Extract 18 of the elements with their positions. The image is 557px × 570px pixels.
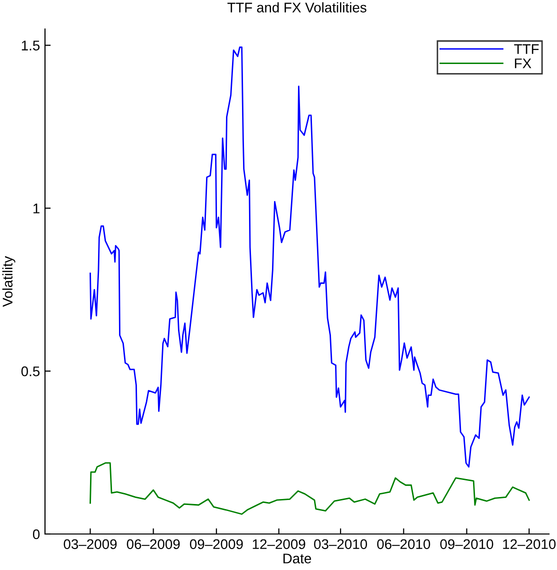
y-tick-label: 1	[33, 204, 40, 214]
x-tick-label: 03–2010	[314, 539, 368, 550]
x-tick-label: 06–2009	[126, 539, 180, 550]
y-tick-label: 1.5	[22, 40, 40, 50]
y-tick-label: 0	[32, 529, 40, 540]
x-tick-label: 12–2009	[252, 539, 306, 550]
chart-title: TTF and FX Volatilities	[227, 2, 366, 12]
x-tick-label: 03–2009	[64, 539, 117, 550]
legend-label: FX	[514, 58, 532, 68]
x-tick-label: 09–2010	[440, 539, 494, 550]
x-axis-title: Date	[283, 554, 312, 564]
x-tick-label: 09–2009	[190, 539, 243, 550]
legend-label: TTF	[514, 44, 539, 54]
line-series	[90, 462, 530, 515]
y-tick-label: 0.5	[21, 366, 40, 376]
y-axis-title: Volatility	[2, 256, 16, 307]
x-tick-label: 12–2010	[503, 539, 556, 550]
x-tick-label: 06–2010	[377, 539, 430, 550]
